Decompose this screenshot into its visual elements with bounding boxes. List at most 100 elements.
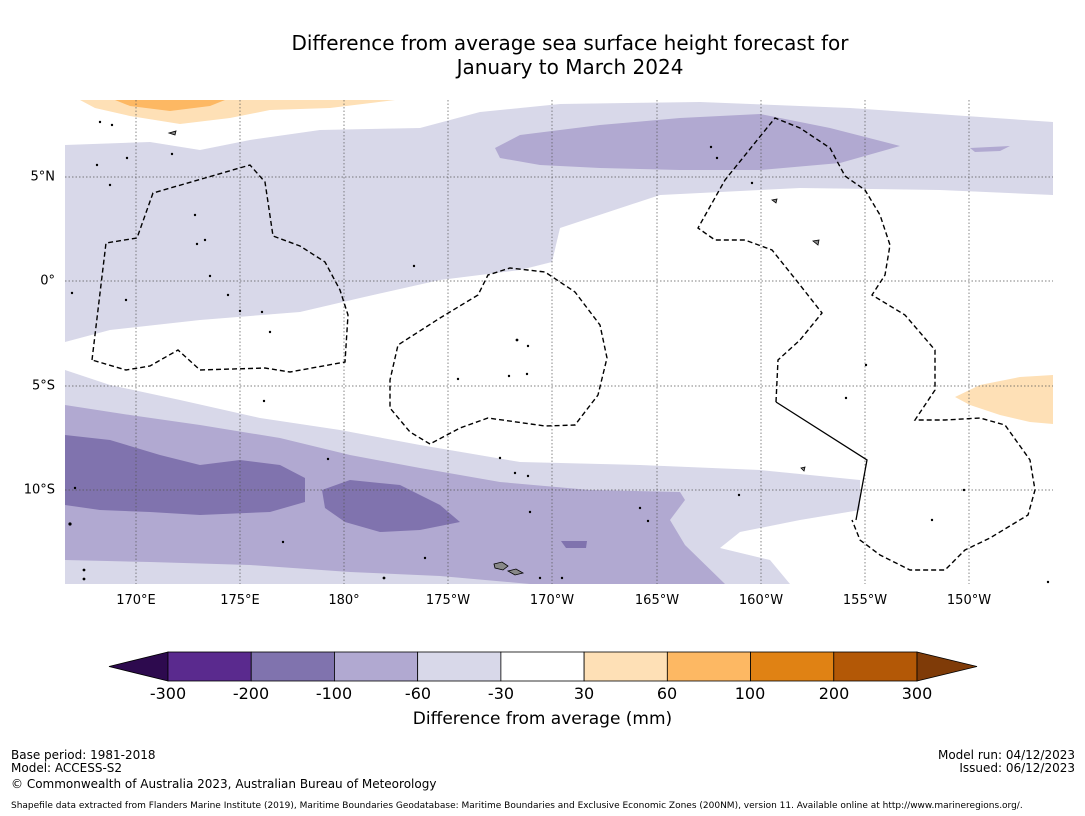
anomaly-region-neg100-200-central	[322, 480, 460, 532]
lon-label-150w: 150°W	[946, 593, 992, 608]
colorbar-swatch	[750, 651, 835, 682]
eez-boundary-kiribati-gilbert	[91, 164, 349, 373]
anomaly-region-pos60-100-north	[115, 100, 225, 111]
atoll-dot	[226, 293, 230, 297]
colorbar-tick-label: -100	[315, 684, 353, 703]
colorbar-tick-label: 60	[656, 684, 678, 703]
lat-label-10s: 10°S	[23, 482, 55, 498]
atoll-dot	[170, 152, 174, 156]
atoll-dot	[864, 363, 868, 367]
colorbar-tick-label: -30	[487, 684, 515, 703]
atoll-dot	[715, 156, 719, 160]
colorbar-swatch	[500, 651, 585, 682]
lon-label-170w: 170°W	[529, 593, 575, 608]
atoll-dot	[125, 156, 129, 160]
footer-model: Model: ACCESS-S2	[11, 761, 123, 775]
atoll-dot	[538, 576, 542, 580]
lon-label-175e: 175°E	[220, 593, 260, 608]
atoll-dot	[238, 309, 242, 313]
chart-title-line1: Difference from average sea surface heig…	[291, 31, 849, 55]
atoll-dot	[560, 576, 564, 580]
colorbar-tick-label: -300	[149, 684, 187, 703]
atoll-dot	[528, 510, 532, 514]
atoll-dot	[208, 274, 212, 278]
atoll-dot	[737, 493, 741, 497]
atoll-dot	[750, 181, 754, 185]
map-gridlines	[65, 100, 1053, 584]
lon-label-180: 180°	[328, 593, 360, 608]
island-small-2	[812, 239, 820, 246]
atoll-dot	[646, 519, 650, 523]
anomaly-region-pos30-60-east	[955, 375, 1053, 424]
atoll-dot	[456, 377, 460, 381]
footer-shapefile-credit: Shapefile data extracted from Flanders M…	[11, 801, 1023, 811]
atoll-dot	[525, 372, 529, 376]
island-small-4	[800, 466, 806, 472]
atoll-dot	[515, 338, 519, 342]
atoll-dot	[195, 242, 199, 246]
lat-label-5n: 5°N	[30, 169, 56, 185]
footer-model-run: Model run: 04/12/2023	[937, 748, 1075, 762]
islands	[167, 130, 820, 576]
atoll-dots	[68, 120, 1050, 584]
atoll-dot	[507, 374, 511, 378]
colorbar-swatch	[167, 651, 252, 682]
atoll-dot	[526, 344, 530, 348]
atoll-dot	[268, 330, 272, 334]
chart-title: Difference from average sea surface heig…	[0, 31, 1085, 79]
lat-label-5s: 5°S	[31, 378, 55, 394]
atoll-dot	[382, 576, 386, 580]
atoll-dot	[193, 213, 197, 217]
colorbar-tick-label: -60	[404, 684, 432, 703]
atoll-dot	[98, 120, 102, 124]
lon-label-165w: 165°W	[634, 593, 680, 608]
island-samoa-upolu	[493, 561, 509, 571]
footer-issued: Issued: 06/12/2023	[959, 761, 1075, 775]
atoll-dot	[95, 163, 99, 167]
colorbar-swatch	[250, 651, 335, 682]
colorbar-tick-label: 30	[573, 684, 595, 703]
atoll-dot	[844, 396, 848, 400]
eez-boundaries	[91, 117, 1036, 571]
lon-label-155w: 155°W	[842, 593, 888, 608]
anomaly-region-neg100-200-west	[65, 435, 305, 515]
island-samoa-savaii	[506, 568, 525, 576]
atoll-dot	[108, 183, 112, 187]
atoll-dot	[73, 486, 77, 490]
lon-label-175w: 175°W	[425, 593, 471, 608]
atoll-dot	[260, 310, 264, 314]
colorbar-swatch	[833, 651, 918, 682]
island-small-3	[771, 198, 778, 204]
colorbar-tick-label: 100	[734, 684, 766, 703]
colorbar-tick-label: 200	[818, 684, 850, 703]
atoll-dot	[412, 264, 416, 268]
maritime-boundary-solid	[775, 401, 868, 521]
atoll-dot	[526, 474, 530, 478]
colorbar-extend-high	[916, 651, 978, 682]
anomaly-region-neg100-200-small	[561, 541, 587, 548]
atoll-dot	[281, 540, 285, 544]
forecast-map	[65, 100, 1053, 584]
atoll-dot	[110, 123, 114, 127]
atoll-dot	[70, 291, 74, 295]
anomaly-region-neg60-100-north-small	[970, 146, 1010, 152]
atoll-dot	[82, 577, 86, 581]
colorbar-swatches	[108, 651, 978, 682]
atoll-dot	[423, 556, 427, 560]
eez-boundary-line-islands	[697, 117, 1036, 571]
atoll-dot	[709, 145, 713, 149]
colorbar-extend-low	[108, 651, 169, 682]
colorbar	[108, 651, 978, 682]
atoll-dot	[68, 522, 72, 526]
atoll-dot	[326, 457, 330, 461]
footer-copyright: © Commonwealth of Australia 2023, Austra…	[11, 777, 437, 791]
atoll-dot	[82, 568, 86, 572]
lon-label-170e: 170°E	[116, 593, 156, 608]
eez-boundary-phoenix-islands	[389, 267, 608, 445]
atoll-dot	[498, 456, 502, 460]
atoll-dot	[962, 488, 966, 492]
atoll-dot	[638, 506, 642, 510]
footer-base-period: Base period: 1981-2018	[11, 748, 156, 762]
colorbar-title: Difference from average (mm)	[412, 709, 673, 729]
atoll-dot	[124, 298, 128, 302]
